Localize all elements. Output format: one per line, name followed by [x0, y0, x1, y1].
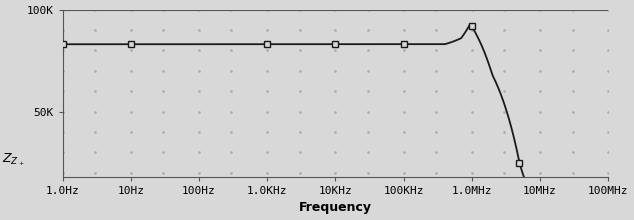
X-axis label: Frequency: Frequency	[299, 202, 372, 214]
Text: $Z_{Z_+}$: $Z_{Z_+}$	[2, 152, 24, 169]
